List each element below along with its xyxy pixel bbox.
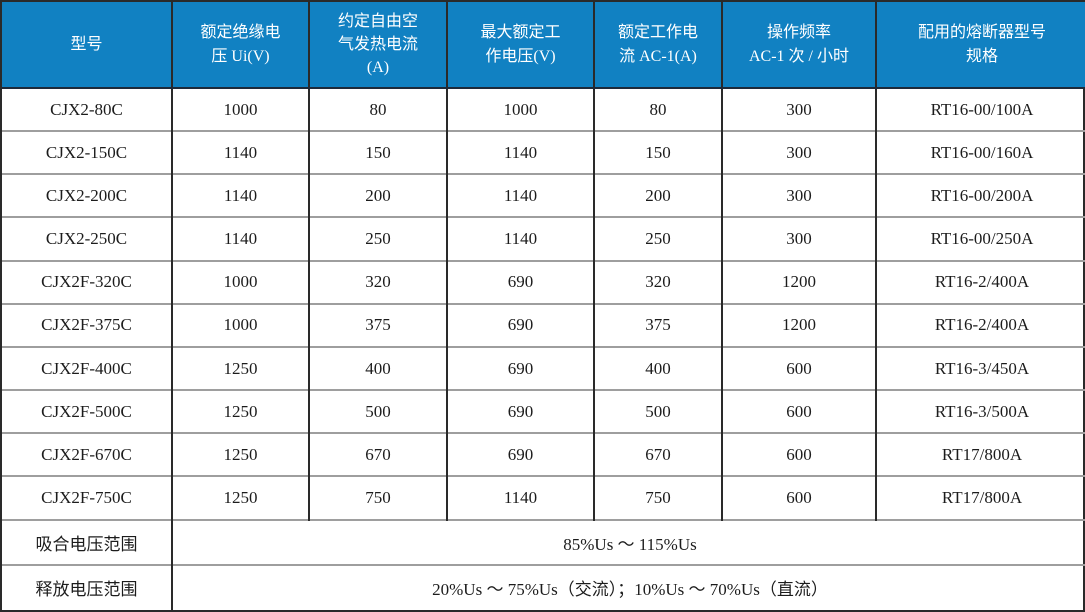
max-working-voltage-cell: 1000 bbox=[446, 86, 594, 132]
table-row: CJX2F-375C 1000 375 690 375 1200 RT16-2/… bbox=[2, 302, 1085, 347]
release-voltage-value: 20%Us ～ 75%Us（交流）；10%Us ～ 70%Us（直流） bbox=[171, 563, 1085, 610]
insulation-voltage-cell: 1250 bbox=[171, 475, 309, 520]
thermal-current-cell: 80 bbox=[308, 86, 447, 132]
model-cell: CJX2F-670C bbox=[2, 432, 172, 477]
fuse-type-cell: RT16-00/200A bbox=[875, 173, 1085, 218]
model-cell: CJX2F-320C bbox=[2, 259, 172, 304]
fuse-type-cell: RT16-00/250A bbox=[875, 216, 1085, 261]
table-row: CJX2-80C 1000 80 1000 80 300 RT16-00/100… bbox=[2, 86, 1085, 132]
table-row: CJX2F-320C 1000 320 690 320 1200 RT16-2/… bbox=[2, 259, 1085, 304]
max-working-voltage-cell: 690 bbox=[446, 345, 594, 391]
rated-current-cell: 500 bbox=[593, 389, 722, 434]
operating-frequency-cell: 600 bbox=[721, 345, 876, 391]
insulation-voltage-cell: 1250 bbox=[171, 432, 309, 477]
insulation-voltage-cell: 1000 bbox=[171, 86, 309, 132]
table-row: CJX2-250C 1140 250 1140 250 300 RT16-00/… bbox=[2, 216, 1085, 261]
rated-current-cell: 400 bbox=[593, 345, 722, 391]
model-cell: CJX2F-375C bbox=[2, 302, 172, 347]
insulation-voltage-cell: 1140 bbox=[171, 130, 309, 175]
rated-current-cell: 320 bbox=[593, 259, 722, 304]
insulation-voltage-cell: 1250 bbox=[171, 389, 309, 434]
thermal-current-cell: 375 bbox=[308, 302, 447, 347]
max-working-voltage-cell: 1140 bbox=[446, 173, 594, 218]
rated-current-cell: 80 bbox=[593, 86, 722, 132]
model-cell: CJX2-250C bbox=[2, 216, 172, 261]
operating-frequency-cell: 1200 bbox=[721, 302, 876, 347]
max-working-voltage-cell: 1140 bbox=[446, 130, 594, 175]
max-working-voltage-cell: 690 bbox=[446, 259, 594, 304]
pickup-voltage-value: 85%Us ～ 115%Us bbox=[171, 518, 1085, 565]
col-header-max-working-voltage: 最大额定工 作电压(V) bbox=[446, 2, 594, 89]
thermal-current-cell: 320 bbox=[308, 259, 447, 304]
insulation-voltage-cell: 1140 bbox=[171, 173, 309, 218]
insulation-voltage-cell: 1000 bbox=[171, 302, 309, 347]
model-cell: CJX2F-500C bbox=[2, 389, 172, 434]
model-cell: CJX2-80C bbox=[2, 86, 172, 132]
col-header-insulation-voltage: 额定绝缘电 压 Ui(V) bbox=[171, 2, 309, 89]
fuse-type-cell: RT17/800A bbox=[875, 475, 1085, 520]
pickup-voltage-label: 吸合电压范围 bbox=[2, 518, 172, 565]
header-row: 型号 额定绝缘电 压 Ui(V) 约定自由空 气发热电流 (A) 最大额定工 作… bbox=[2, 2, 1085, 89]
pickup-voltage-row: 吸合电压范围 85%Us ～ 115%Us bbox=[2, 518, 1085, 565]
model-cell: CJX2F-750C bbox=[2, 475, 172, 520]
rated-current-cell: 200 bbox=[593, 173, 722, 218]
thermal-current-cell: 200 bbox=[308, 173, 447, 218]
rated-current-cell: 150 bbox=[593, 130, 722, 175]
operating-frequency-cell: 300 bbox=[721, 216, 876, 261]
operating-frequency-cell: 600 bbox=[721, 432, 876, 477]
fuse-type-cell: RT16-00/160A bbox=[875, 130, 1085, 175]
rated-current-cell: 375 bbox=[593, 302, 722, 347]
insulation-voltage-cell: 1250 bbox=[171, 345, 309, 391]
max-working-voltage-cell: 690 bbox=[446, 302, 594, 347]
insulation-voltage-cell: 1140 bbox=[171, 216, 309, 261]
fuse-type-cell: RT16-3/500A bbox=[875, 389, 1085, 434]
table-row: CJX2F-400C 1250 400 690 400 600 RT16-3/4… bbox=[2, 345, 1085, 391]
max-working-voltage-cell: 690 bbox=[446, 389, 594, 434]
thermal-current-cell: 250 bbox=[308, 216, 447, 261]
max-working-voltage-cell: 690 bbox=[446, 432, 594, 477]
operating-frequency-cell: 600 bbox=[721, 475, 876, 520]
table-row: CJX2F-750C 1250 750 1140 750 600 RT17/80… bbox=[2, 475, 1085, 520]
thermal-current-cell: 500 bbox=[308, 389, 447, 434]
col-header-thermal-current: 约定自由空 气发热电流 (A) bbox=[308, 2, 447, 89]
model-cell: CJX2-200C bbox=[2, 173, 172, 218]
rated-current-cell: 670 bbox=[593, 432, 722, 477]
max-working-voltage-cell: 1140 bbox=[446, 216, 594, 261]
col-header-rated-current-ac1: 额定工作电 流 AC-1(A) bbox=[593, 2, 722, 89]
operating-frequency-cell: 300 bbox=[721, 86, 876, 132]
operating-frequency-cell: 1200 bbox=[721, 259, 876, 304]
fuse-type-cell: RT16-00/100A bbox=[875, 86, 1085, 132]
rated-current-cell: 750 bbox=[593, 475, 722, 520]
thermal-current-cell: 400 bbox=[308, 345, 447, 391]
col-header-operating-frequency: 操作频率 AC-1 次 / 小时 bbox=[721, 2, 876, 89]
model-cell: CJX2-150C bbox=[2, 130, 172, 175]
release-voltage-label: 释放电压范围 bbox=[2, 563, 172, 610]
col-header-model: 型号 bbox=[2, 2, 172, 89]
col-header-fuse-type: 配用的熔断器型号 规格 bbox=[875, 2, 1085, 89]
table-row: CJX2-150C 1140 150 1140 150 300 RT16-00/… bbox=[2, 130, 1085, 175]
fuse-type-cell: RT16-2/400A bbox=[875, 302, 1085, 347]
release-voltage-row: 释放电压范围 20%Us ～ 75%Us（交流）；10%Us ～ 70%Us（直… bbox=[2, 563, 1085, 610]
thermal-current-cell: 750 bbox=[308, 475, 447, 520]
rated-current-cell: 250 bbox=[593, 216, 722, 261]
thermal-current-cell: 150 bbox=[308, 130, 447, 175]
table-row: CJX2F-670C 1250 670 690 670 600 RT17/800… bbox=[2, 432, 1085, 477]
thermal-current-cell: 670 bbox=[308, 432, 447, 477]
table-row: CJX2F-500C 1250 500 690 500 600 RT16-3/5… bbox=[2, 389, 1085, 434]
fuse-type-cell: RT17/800A bbox=[875, 432, 1085, 477]
operating-frequency-cell: 300 bbox=[721, 130, 876, 175]
model-cell: CJX2F-400C bbox=[2, 345, 172, 391]
insulation-voltage-cell: 1000 bbox=[171, 259, 309, 304]
max-working-voltage-cell: 1140 bbox=[446, 475, 594, 520]
operating-frequency-cell: 600 bbox=[721, 389, 876, 434]
operating-frequency-cell: 300 bbox=[721, 173, 876, 218]
fuse-type-cell: RT16-3/450A bbox=[875, 345, 1085, 391]
fuse-type-cell: RT16-2/400A bbox=[875, 259, 1085, 304]
table-row: CJX2-200C 1140 200 1140 200 300 RT16-00/… bbox=[2, 173, 1085, 218]
